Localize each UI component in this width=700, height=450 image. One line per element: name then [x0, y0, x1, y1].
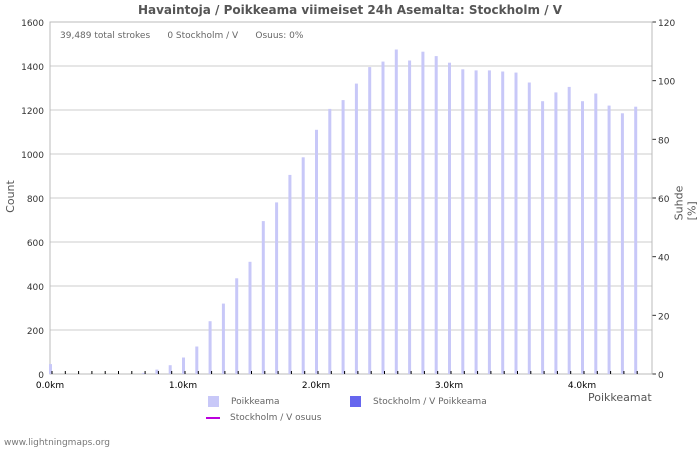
- svg-text:600: 600: [27, 239, 44, 249]
- y-axis-label-left: Count: [3, 180, 17, 213]
- y-axis-label-right: Suhde [%]: [672, 185, 699, 221]
- chart-title: Havaintoja / Poikkeama viimeiset 24h Ase…: [137, 3, 563, 17]
- svg-text:40: 40: [658, 254, 670, 264]
- legend-line-osuus: [206, 416, 220, 419]
- svg-text:1.0km: 1.0km: [169, 381, 197, 391]
- svg-text:0: 0: [658, 371, 664, 381]
- footer-credit: www.lightningmaps.org: [4, 438, 110, 448]
- svg-text:0: 0: [38, 371, 44, 381]
- svg-text:1000: 1000: [21, 151, 44, 161]
- svg-text:3.0km: 3.0km: [435, 381, 463, 391]
- legend-station-osuus: Stockholm / V osuus: [206, 413, 321, 423]
- legend-swatch-poikkeama: [208, 396, 219, 407]
- legend-swatch-station: [350, 396, 361, 407]
- svg-text:60: 60: [658, 195, 670, 205]
- station-strokes: 0 Stockholm / V: [167, 31, 239, 41]
- svg-text:400: 400: [27, 283, 44, 293]
- stats-line: 39,489 total strokes 0 Stockholm / V Osu…: [60, 31, 303, 41]
- svg-text:120: 120: [658, 19, 675, 29]
- svg-text:1200: 1200: [21, 107, 44, 117]
- svg-text:100: 100: [658, 78, 675, 88]
- svg-text:1400: 1400: [21, 63, 44, 73]
- svg-text:800: 800: [27, 195, 44, 205]
- station-share: Osuus: 0%: [255, 31, 304, 41]
- svg-text:0.0km: 0.0km: [36, 381, 64, 391]
- svg-text:20: 20: [658, 312, 670, 322]
- svg-text:2.0km: 2.0km: [302, 381, 330, 391]
- legend-poikkeama: Poikkeama: [208, 396, 280, 407]
- total-strokes: 39,489 total strokes: [60, 31, 151, 41]
- svg-text:200: 200: [27, 327, 44, 337]
- x-axis-label: Poikkeamat: [588, 391, 652, 404]
- svg-text:1600: 1600: [21, 19, 44, 29]
- legend-station-poikkeama: Stockholm / V Poikkeama: [350, 396, 487, 407]
- svg-text:4.0km: 4.0km: [568, 381, 596, 391]
- svg-text:80: 80: [658, 136, 670, 146]
